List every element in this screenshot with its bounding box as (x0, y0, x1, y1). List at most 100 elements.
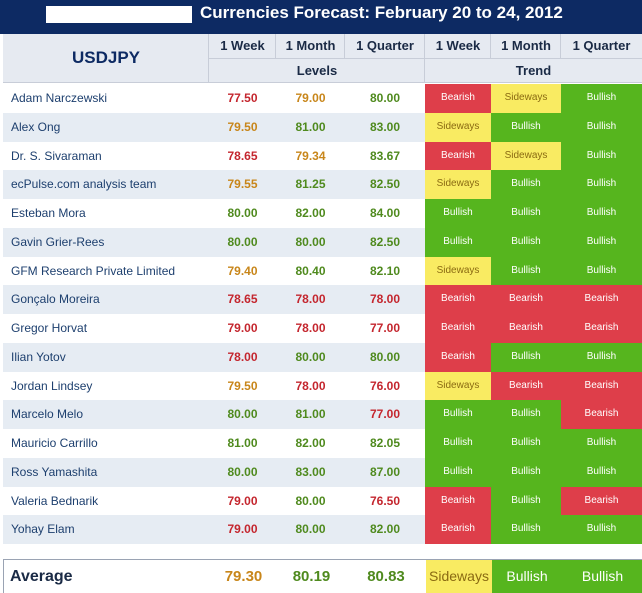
trend-badge: Bullish (491, 170, 561, 199)
level-value: 81.00 (227, 436, 258, 450)
trend-badge: Bearish (561, 371, 642, 401)
page-title: Currencies Forecast: February 20 to 24, … (200, 3, 563, 22)
col-levels-1-quarter: 1 Quarter (356, 38, 414, 53)
average-level-1-quarter: 80.83 (367, 568, 405, 585)
analyst-name: Adam Narczewski (11, 91, 108, 105)
col-trend-1-quarter: 1 Quarter (572, 38, 631, 53)
level-value: 79.00 (227, 493, 258, 508)
analyst-name: Yohay Elam (11, 522, 75, 537)
average-level-1-week: 79.30 (224, 568, 263, 585)
level-value: 82.00 (295, 206, 326, 220)
table-row: Ross Yamashita 80.00 83.00 87.00 Bullish Bull… (3, 457, 642, 487)
header-divider (344, 34, 345, 58)
analyst-name: Dr. S. Sivaraman (11, 148, 102, 163)
level-value: 81.25 (295, 177, 326, 192)
analyst-name: Jordan Lindsey (11, 378, 93, 393)
average-label: Average (10, 568, 73, 585)
level-value: 82.05 (369, 436, 401, 450)
level-value: 80.00 (295, 349, 326, 364)
trend-badge: Bullish (425, 227, 491, 257)
table-row: Dr. S. Sivaraman 78.65 79.34 83.67 Bearish Si… (3, 141, 642, 171)
level-value: 83.00 (369, 119, 401, 134)
average-trend-1-month: Bullish (492, 560, 562, 593)
table-row: Gregor Horvat 79.00 78.00 77.00 Bearish Beari… (3, 314, 642, 343)
level-value: 84.00 (369, 206, 401, 220)
trend-badge: Sideways (491, 84, 561, 113)
title-banner: Currencies Forecast: February 20 to 24, … (0, 0, 642, 34)
logo-placeholder (46, 6, 192, 23)
table-row: ecPulse.com analysis team 79.55 81.25 82.50… (3, 170, 642, 199)
analyst-name: Marcelo Melo (11, 407, 84, 422)
trend-badge: Bullish (491, 515, 561, 544)
level-value: 79.50 (227, 378, 258, 393)
trend-badge: Bullish (561, 256, 642, 286)
trend-badge: Bullish (561, 457, 642, 487)
trend-badge: Bearish (425, 84, 491, 113)
trend-badge: Bearish (561, 400, 642, 429)
col-trend-1-month: 1 Month (501, 38, 551, 53)
analyst-name: Alex Ong (11, 119, 61, 134)
trend-badge: Sideways (425, 256, 491, 286)
trend-badge: Bullish (425, 429, 491, 458)
table-row: Gavin Grier-Rees 80.00 80.00 82.50 Bullish Bu… (3, 227, 642, 257)
level-value: 78.00 (295, 292, 326, 307)
analyst-name: Valeria Bednarik (11, 493, 99, 508)
table-row: Valeria Bednarik 79.00 80.00 76.50 Bearish Bu… (3, 486, 642, 516)
trend-badge: Bullish (425, 199, 491, 228)
level-value: 80.00 (227, 464, 258, 479)
trend-badge: Bullish (561, 227, 642, 257)
table-row: Alex Ong 79.50 81.00 83.00 Sideways Bullish Bu… (3, 112, 642, 142)
analyst-name: Ross Yamashita (11, 464, 98, 479)
trend-badge: Bullish (561, 170, 642, 199)
header-divider (275, 34, 276, 58)
trend-badge: Sideways (425, 170, 491, 199)
level-value: 79.55 (227, 177, 258, 192)
level-value: 79.00 (227, 321, 258, 335)
level-value: 87.00 (369, 464, 401, 479)
trend-badge: Bearish (561, 285, 642, 314)
table-row: Mauricio Carrillo 81.00 82.00 82.05 Bullish B… (3, 429, 642, 458)
trend-badge: Bullish (561, 199, 642, 228)
trend-badge: Bearish (491, 314, 561, 343)
level-value: 80.40 (295, 263, 326, 278)
table-row: Marcelo Melo 80.00 81.00 77.00 Bullish Bullis… (3, 400, 642, 429)
analyst-name: Gregor Horvat (11, 321, 88, 335)
trend-badge: Bullish (491, 457, 561, 487)
level-value: 80.00 (295, 234, 326, 249)
level-value: 77.50 (227, 91, 258, 105)
trend-badge: Bullish (491, 256, 561, 286)
level-value: 80.00 (227, 407, 258, 422)
level-value: 77.00 (369, 321, 401, 335)
level-value: 78.00 (295, 378, 326, 393)
average-row: Average 79.30 80.19 80.83 Sideways Bulli… (3, 559, 642, 593)
level-value: 82.10 (369, 263, 401, 278)
level-value: 79.34 (295, 148, 326, 163)
analyst-name: ecPulse.com analysis team (11, 177, 157, 192)
table-row: Yohay Elam 79.00 80.00 82.00 Bearish Bullish B… (3, 515, 642, 544)
trend-badge: Bullish (491, 429, 561, 458)
trend-badge: Bullish (425, 457, 491, 487)
trend-badge: Bearish (425, 515, 491, 544)
trend-badge: Bearish (425, 141, 491, 171)
trend-badge: Bullish (561, 429, 642, 458)
trend-badge: Bearish (561, 486, 642, 516)
trend-badge: Bullish (491, 112, 561, 142)
level-value: 82.00 (369, 522, 401, 537)
level-value: 81.00 (295, 119, 326, 134)
level-value: 81.00 (295, 407, 326, 422)
group-trend-label: Trend (515, 63, 552, 78)
currency-pair-label: USDJPY (71, 48, 141, 67)
trend-badge: Bullish (491, 400, 561, 429)
trend-badge: Bearish (491, 371, 561, 401)
average-trend-1-week: Sideways (426, 560, 492, 593)
level-value: 76.00 (369, 378, 401, 393)
trend-badge: Bearish (491, 285, 561, 314)
header-divider (208, 34, 209, 82)
trend-badge: Bearish (425, 486, 491, 516)
trend-badge: Bearish (425, 285, 491, 314)
analyst-name: Mauricio Carrillo (11, 436, 98, 450)
table-row: Ilian Yotov 78.00 80.00 80.00 Bearish Bullish… (3, 342, 642, 372)
level-value: 80.00 (369, 349, 401, 364)
table-row: GFM Research Private Limited 79.40 80.40 82… (3, 256, 642, 286)
level-value: 80.00 (369, 91, 401, 105)
